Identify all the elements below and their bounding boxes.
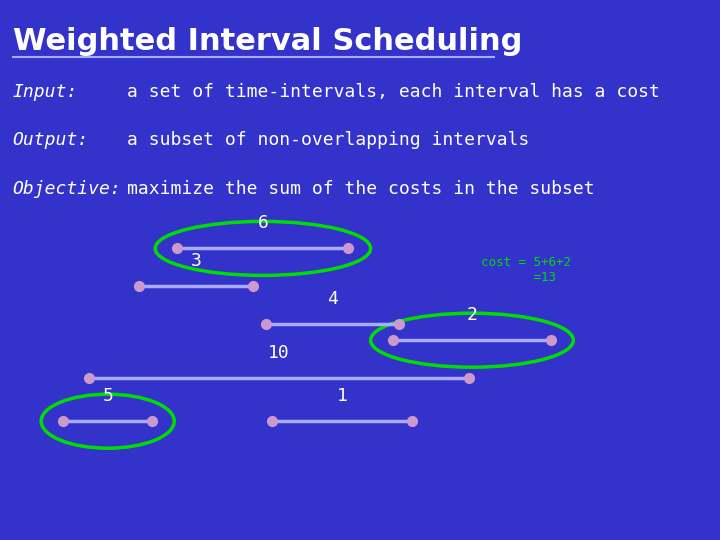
- Text: 5: 5: [102, 387, 113, 405]
- Text: cost = 5+6+2
     =13: cost = 5+6+2 =13: [481, 256, 571, 284]
- Text: 1: 1: [337, 387, 348, 405]
- Text: Input:: Input:: [13, 83, 78, 101]
- Text: 4: 4: [327, 290, 338, 308]
- Text: a set of time-intervals, each interval has a cost: a set of time-intervals, each interval h…: [127, 83, 660, 101]
- Text: Objective:: Objective:: [13, 180, 122, 198]
- Text: Weighted Interval Scheduling: Weighted Interval Scheduling: [13, 27, 522, 56]
- Text: Output:: Output:: [13, 131, 89, 150]
- Text: a subset of non-overlapping intervals: a subset of non-overlapping intervals: [127, 131, 529, 150]
- Text: maximize the sum of the costs in the subset: maximize the sum of the costs in the sub…: [127, 180, 594, 198]
- Text: 10: 10: [268, 344, 289, 362]
- Text: 3: 3: [191, 252, 202, 270]
- Text: 6: 6: [258, 214, 269, 232]
- Text: 2: 2: [467, 306, 477, 324]
